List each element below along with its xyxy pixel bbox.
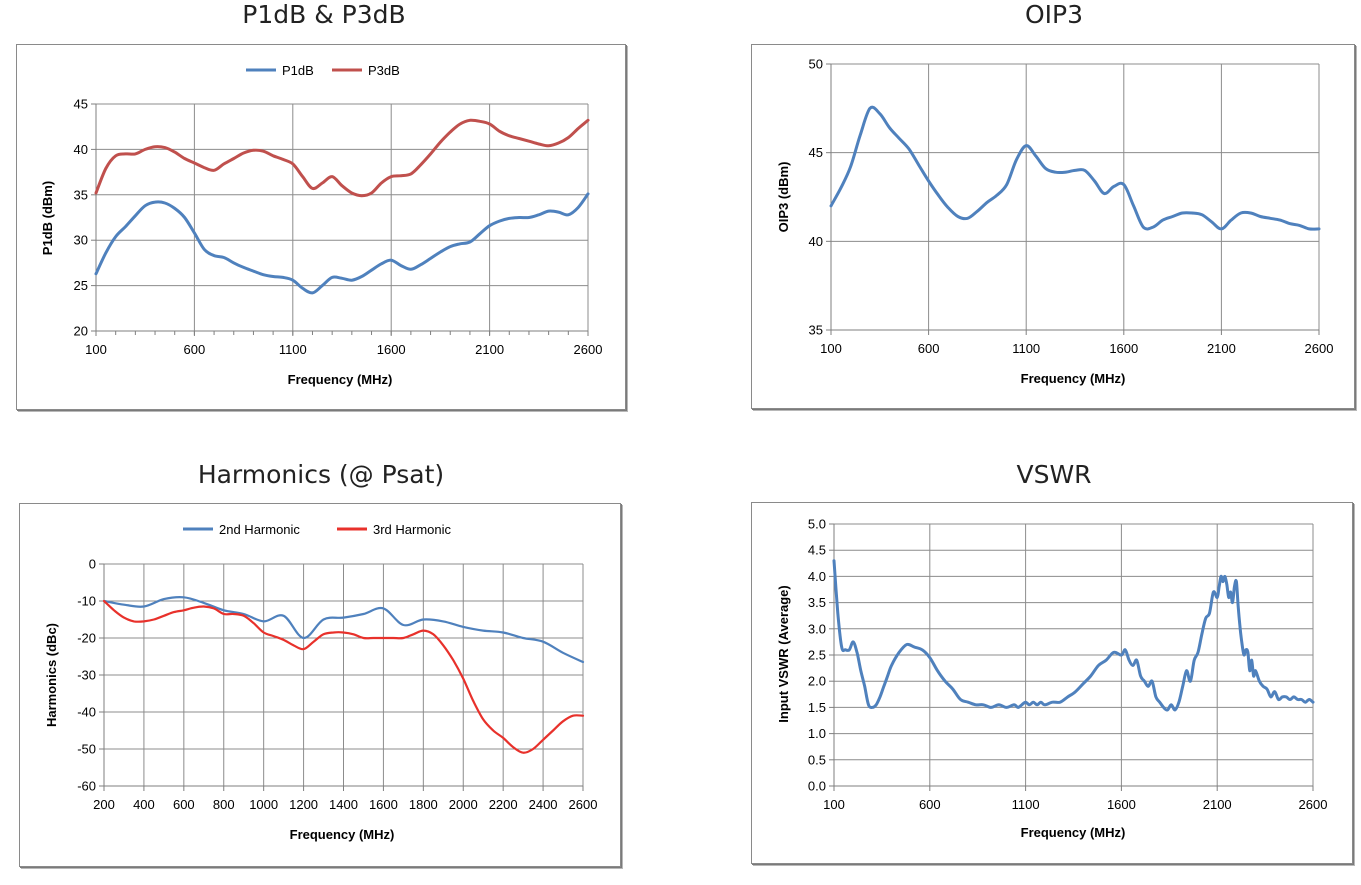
x-tick-label: 800 (213, 797, 235, 812)
y-tick-label: 4.0 (808, 569, 826, 584)
y-tick-label: 2.5 (808, 648, 826, 663)
x-axis-title: Frequency (MHz) (1021, 825, 1126, 840)
series-line-p1db (94, 192, 590, 295)
y-tick-label: 45 (809, 145, 823, 160)
chart-title-oip3: OIP3 (1024, 0, 1084, 29)
y-axis-title: Harmonics (dBc) (44, 623, 59, 727)
chart-title-vswr: VSWR (1016, 460, 1092, 489)
legend-label: 3rd Harmonic (373, 522, 452, 537)
y-tick-label: 5.0 (808, 517, 826, 532)
y-tick-label: -20 (77, 631, 96, 646)
y-tick-label: 0.5 (808, 752, 826, 767)
chart-frame-vswr (751, 502, 1353, 864)
y-tick-label: 40 (809, 234, 823, 249)
chart-p1db (91, 68, 590, 336)
chart-frame-p1db (16, 44, 626, 410)
x-tick-label: 2400 (529, 797, 558, 812)
x-tick-label: 1600 (1107, 797, 1136, 812)
y-tick-label: 1.0 (808, 726, 826, 741)
y-tick-label: -60 (77, 779, 96, 794)
y-tick-label: 50 (809, 57, 823, 72)
x-tick-label: 1400 (329, 797, 358, 812)
y-tick-label: 30 (74, 233, 88, 248)
x-axis-title: Frequency (MHz) (290, 827, 395, 842)
x-tick-label: 400 (133, 797, 155, 812)
x-tick-label: 1800 (409, 797, 438, 812)
x-tick-label: 1000 (249, 797, 278, 812)
x-tick-label: 2000 (449, 797, 478, 812)
x-tick-label: 2100 (1203, 797, 1232, 812)
y-tick-label: 2.0 (808, 674, 826, 689)
x-tick-label: 100 (85, 342, 107, 357)
y-tick-label: 3.0 (808, 621, 826, 636)
x-tick-label: 100 (820, 341, 842, 356)
y-tick-label: 25 (74, 278, 88, 293)
y-tick-label: 0 (89, 557, 96, 572)
y-tick-label: 45 (74, 97, 88, 112)
chart-harmonics (99, 527, 585, 791)
x-tick-label: 600 (184, 342, 206, 357)
y-tick-label: 0.0 (808, 779, 826, 794)
x-tick-label: 1100 (279, 342, 307, 357)
x-tick-label: 600 (918, 341, 940, 356)
x-tick-label: 1600 (369, 797, 398, 812)
x-axis-title: Frequency (MHz) (288, 372, 393, 387)
x-tick-label: 1600 (377, 342, 406, 357)
legend-label: P3dB (368, 63, 400, 78)
series-line-3rd-harmonic (102, 599, 585, 754)
chart-title-p1db: P1dB & P3dB (242, 0, 406, 29)
y-tick-label: -10 (77, 594, 96, 609)
chart-frame-oip3 (751, 44, 1355, 409)
x-tick-label: 1100 (1012, 797, 1040, 812)
y-tick-label: -40 (77, 705, 96, 720)
legend-label: P1dB (282, 63, 314, 78)
series-line-input-vswr (832, 559, 1315, 712)
y-axis-title: Input VSWR (Average) (776, 585, 791, 722)
x-tick-label: 2600 (1299, 797, 1328, 812)
legend-label: 2nd Harmonic (219, 522, 300, 537)
x-tick-label: 2600 (1305, 341, 1334, 356)
chart-vswr (829, 523, 1315, 791)
y-tick-label: 35 (809, 323, 823, 338)
x-tick-label: 200 (93, 797, 115, 812)
y-tick-label: 3.5 (808, 595, 826, 610)
x-tick-label: 2600 (569, 797, 598, 812)
x-tick-label: 100 (823, 797, 845, 812)
y-axis-title: OIP3 (dBm) (776, 162, 791, 233)
chart-title-harmonics: Harmonics (@ Psat) (197, 460, 445, 489)
series-line-2nd-harmonic (102, 596, 585, 664)
x-tick-label: 600 (919, 797, 941, 812)
x-tick-label: 1200 (289, 797, 318, 812)
y-tick-label: 20 (74, 324, 88, 339)
chart-oip3 (826, 63, 1321, 335)
x-tick-label: 1100 (1012, 341, 1040, 356)
y-tick-label: 1.5 (808, 700, 826, 715)
x-tick-label: 2100 (475, 342, 504, 357)
x-tick-label: 2200 (489, 797, 518, 812)
y-tick-label: 40 (74, 142, 88, 157)
series-line-p3db (94, 118, 590, 198)
x-tick-label: 600 (173, 797, 195, 812)
x-axis-title: Frequency (MHz) (1021, 371, 1126, 386)
series-line-oip3 (829, 105, 1321, 231)
y-tick-label: -30 (77, 668, 96, 683)
y-tick-label: 4.5 (808, 543, 826, 558)
x-tick-label: 1600 (1109, 341, 1138, 356)
y-tick-label: 35 (74, 187, 88, 202)
x-tick-label: 2600 (574, 342, 603, 357)
y-axis-title: P1dB (dBm) (40, 181, 55, 255)
y-tick-label: -50 (77, 742, 96, 757)
x-tick-label: 2100 (1207, 341, 1236, 356)
